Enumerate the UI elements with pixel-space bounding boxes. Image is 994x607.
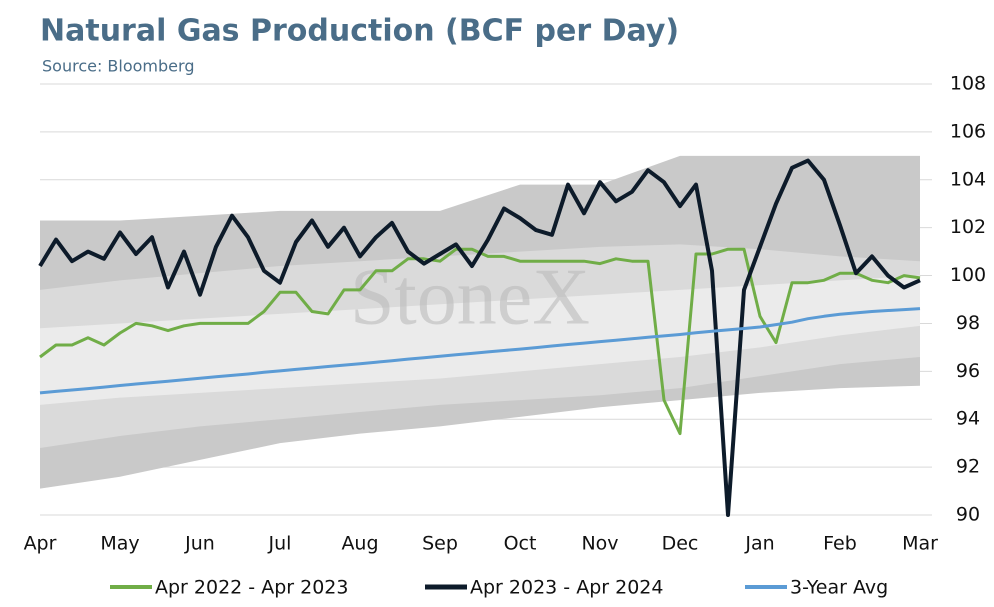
x-tick-label: Jun — [184, 533, 215, 555]
y-tick-label: 94 — [956, 408, 980, 430]
y-tick-label: 102 — [950, 216, 986, 238]
y-tick-label: 98 — [956, 312, 980, 334]
y-tick-label: 92 — [956, 456, 980, 478]
series-line — [39, 307, 921, 395]
x-tick-label: Jul — [268, 533, 292, 555]
x-tick-label: Aug — [341, 533, 378, 555]
y-tick-label: 96 — [956, 360, 980, 382]
legend-label: Apr 2023 - Apr 2024 — [470, 577, 663, 599]
series-line — [38, 158, 921, 517]
x-tick-label: Feb — [823, 533, 857, 555]
x-tick-label: Jan — [744, 533, 774, 555]
watermark: StoneX — [350, 253, 590, 341]
x-tick-label: May — [100, 533, 139, 555]
y-tick-label: 100 — [950, 264, 986, 286]
x-tick-label: Nov — [581, 533, 618, 555]
y-tick-label: 90 — [956, 504, 980, 526]
chart-title: Natural Gas Production (BCF per Day) — [40, 14, 679, 49]
legend-label: Apr 2022 - Apr 2023 — [155, 577, 348, 599]
x-tick-label: Oct — [504, 533, 537, 555]
chart-subtitle: Source: Bloomberg — [42, 57, 194, 76]
legend-label: 3-Year Avg — [790, 577, 888, 599]
y-tick-label: 106 — [950, 120, 986, 142]
x-tick-label: Apr — [24, 533, 57, 555]
series-layer — [38, 158, 921, 517]
x-tick-label: Mar — [902, 533, 938, 555]
y-tick-label: 104 — [950, 168, 986, 190]
y-tick-label: 108 — [950, 73, 986, 95]
x-tick-label: Dec — [662, 533, 699, 555]
x-tick-label: Sep — [422, 533, 458, 555]
